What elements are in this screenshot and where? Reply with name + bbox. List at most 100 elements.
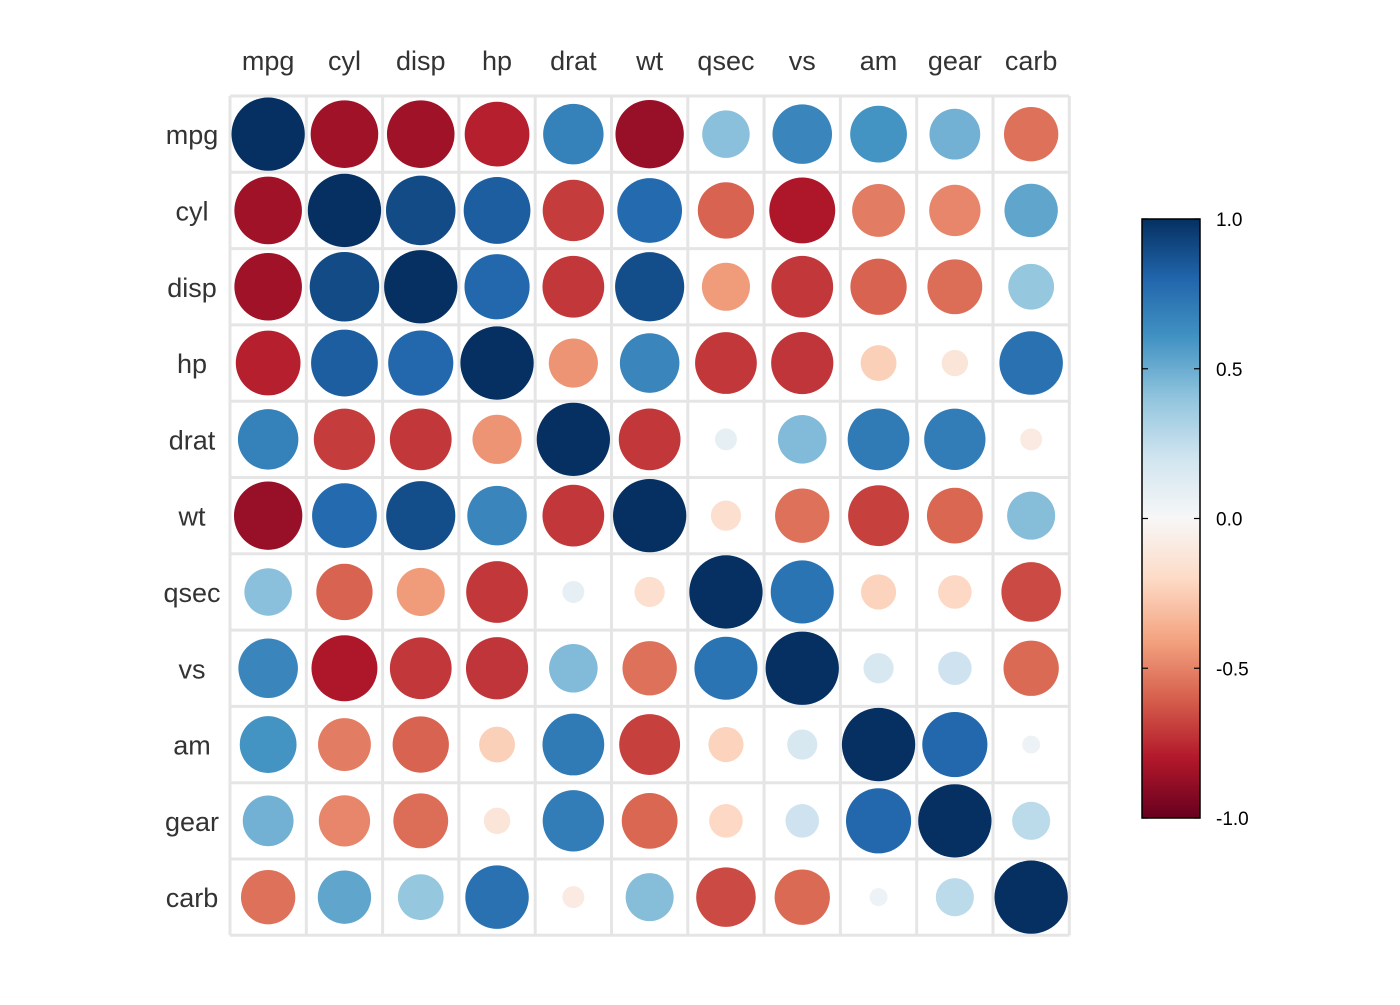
corr-circle-qsec-drat	[562, 580, 585, 603]
column-label-hp: hp	[482, 46, 512, 76]
corr-circle-drat-qsec	[714, 428, 737, 451]
column-label-cyl: cyl	[328, 46, 361, 76]
corr-circle-am-qsec	[708, 726, 744, 763]
row-label-am: am	[173, 731, 211, 761]
corr-circle-hp-drat	[548, 338, 598, 388]
corr-circle-mpg-vs	[772, 104, 833, 164]
corr-circle-drat-cyl	[313, 408, 376, 471]
corr-circle-gear-qsec	[709, 804, 743, 838]
corr-circle-disp-am	[850, 258, 907, 315]
corr-circle-disp-cyl	[309, 251, 380, 322]
column-label-drat: drat	[550, 46, 597, 76]
corr-circle-cyl-am	[852, 184, 905, 237]
corr-circle-hp-am	[860, 345, 897, 382]
column-label-vs: vs	[789, 46, 816, 76]
column-label-carb: carb	[1005, 46, 1058, 76]
corr-circle-hp-cyl	[311, 329, 378, 397]
corr-circle-am-gear	[922, 711, 988, 778]
corr-circle-cyl-mpg	[234, 176, 302, 245]
corr-circle-qsec-cyl	[316, 563, 373, 621]
corr-circle-wt-hp	[467, 485, 527, 546]
corr-circle-gear-drat	[542, 790, 605, 852]
corr-circle-wt-wt	[613, 479, 687, 553]
corr-circle-gear-gear	[918, 784, 992, 858]
corr-circle-cyl-drat	[542, 179, 605, 242]
corr-circle-am-carb	[1022, 735, 1041, 754]
row-label-wt: wt	[178, 502, 206, 532]
column-label-am: am	[860, 46, 898, 76]
corr-circle-drat-mpg	[237, 409, 299, 470]
corr-circle-gear-am	[845, 788, 912, 854]
corr-circle-am-drat	[542, 713, 605, 776]
corr-circle-carb-hp	[465, 865, 529, 929]
corr-circle-disp-hp	[464, 254, 530, 320]
corr-circle-qsec-am	[860, 574, 897, 610]
corr-circle-hp-vs	[771, 331, 834, 395]
corr-circle-mpg-hp	[464, 101, 530, 167]
corr-circle-vs-drat	[549, 643, 598, 693]
corr-circle-drat-carb	[1020, 428, 1043, 451]
corr-circle-carb-am	[869, 888, 888, 907]
corr-circle-vs-hp	[465, 637, 529, 700]
corr-circle-qsec-disp	[396, 567, 445, 616]
row-label-vs: vs	[179, 654, 206, 684]
corr-circle-drat-disp	[389, 408, 452, 471]
corr-circle-cyl-carb	[1004, 183, 1058, 238]
corr-circle-disp-drat	[542, 255, 605, 318]
corr-circle-wt-mpg	[233, 481, 303, 550]
corr-circle-qsec-gear	[938, 575, 972, 609]
corr-circle-am-mpg	[239, 716, 297, 773]
corr-circle-qsec-mpg	[244, 568, 292, 616]
corr-circle-vs-gear	[938, 651, 972, 686]
corr-circle-mpg-gear	[929, 108, 981, 160]
row-label-carb: carb	[166, 883, 219, 913]
corr-circle-disp-vs	[771, 255, 834, 318]
corr-circle-mpg-cyl	[310, 100, 379, 168]
row-labels: mpg cyl disp hp drat wt qsec vs am gear carb	[163, 120, 220, 913]
column-label-qsec: qsec	[697, 46, 754, 76]
corr-circle-vs-am	[863, 653, 894, 684]
corr-circle-mpg-disp	[386, 100, 455, 168]
corr-circle-carb-disp	[397, 874, 444, 921]
column-label-gear: gear	[928, 46, 982, 76]
colorbar-tick-label: -0.5	[1216, 659, 1249, 680]
colorbar-tick-label: -1.0	[1216, 809, 1249, 830]
corr-circle-wt-am	[848, 485, 909, 547]
corr-circle-disp-disp	[384, 250, 458, 324]
corr-circle-carb-drat	[562, 886, 585, 909]
corr-circle-cyl-hp	[463, 177, 531, 244]
corr-circle-hp-mpg	[235, 330, 301, 396]
corr-circle-cyl-disp	[385, 175, 456, 246]
corr-circle-cyl-wt	[617, 178, 683, 243]
corr-circle-vs-wt	[622, 641, 677, 696]
corr-circle-disp-wt	[615, 252, 685, 322]
corr-circle-gear-wt	[621, 792, 678, 849]
corr-circle-am-wt	[619, 714, 681, 775]
matrix-grid	[228, 94, 1071, 937]
corr-circle-qsec-qsec	[689, 555, 763, 629]
corr-circle-mpg-mpg	[231, 97, 305, 171]
corr-circle-mpg-drat	[543, 103, 604, 165]
colorbar-tick-label: 0.5	[1216, 360, 1242, 381]
corr-circle-wt-qsec	[710, 500, 742, 531]
row-label-hp: hp	[177, 349, 207, 379]
corr-circle-drat-am	[847, 408, 910, 471]
colorbar-bar	[1141, 218, 1201, 819]
corr-circle-am-am	[841, 707, 916, 782]
corr-circle-cyl-vs	[769, 177, 836, 244]
corr-circle-am-vs	[787, 729, 818, 760]
row-label-drat: drat	[169, 425, 216, 455]
corr-circle-hp-gear	[941, 349, 969, 377]
corr-circle-carb-wt	[625, 873, 674, 922]
corr-circle-gear-carb	[1012, 801, 1051, 840]
colorbar-legend: 1.0 0.5 0.0 -0.5 -1.0	[1141, 210, 1249, 830]
corr-circle-mpg-am	[850, 105, 907, 163]
corr-circle-disp-gear	[927, 259, 983, 315]
corr-circle-gear-vs	[785, 804, 820, 838]
corr-circle-qsec-vs	[770, 560, 834, 624]
column-label-disp: disp	[396, 46, 446, 76]
corr-circle-am-hp	[479, 726, 516, 763]
corr-circle-hp-hp	[460, 326, 534, 400]
corr-circle-qsec-hp	[466, 561, 528, 623]
